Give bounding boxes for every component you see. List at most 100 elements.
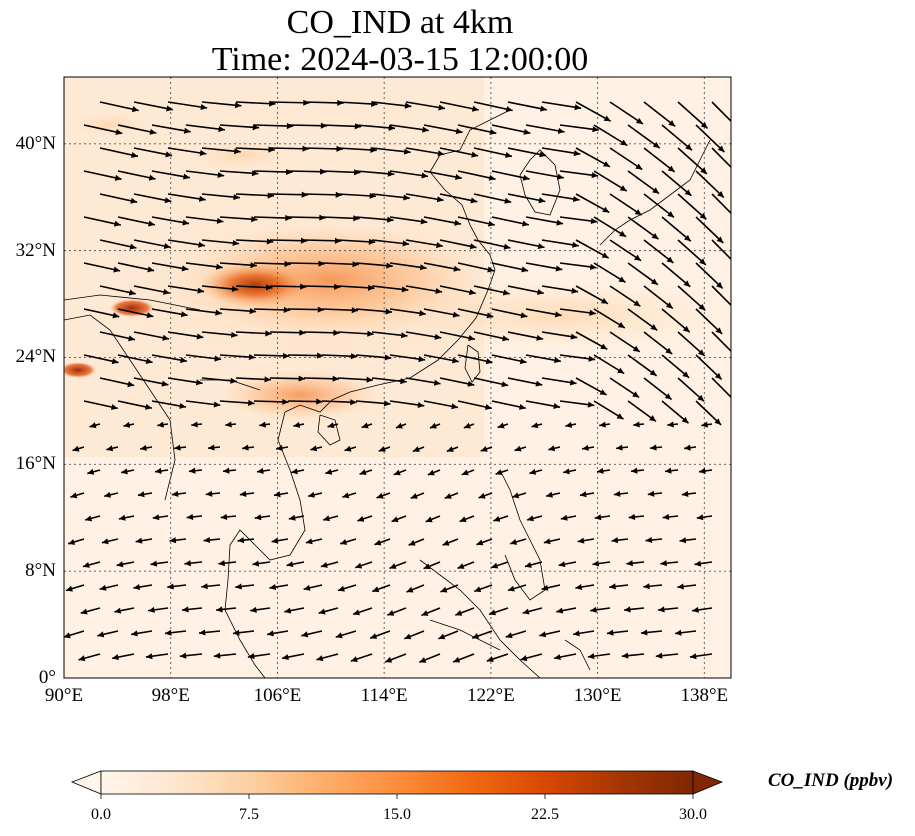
wind-arrow — [439, 377, 475, 387]
wind-arrow — [235, 330, 272, 337]
wind-arrow — [117, 308, 154, 319]
wind-arrow — [101, 538, 119, 545]
wind-arrow — [201, 583, 221, 590]
wind-arrow — [83, 262, 121, 273]
wind-arrow — [539, 630, 561, 638]
coastline-segment — [64, 314, 176, 501]
wind-arrow — [167, 377, 203, 386]
wind-arrow — [507, 285, 544, 295]
wind-arrow — [253, 168, 293, 176]
wind-arrow — [575, 285, 609, 305]
wind-arrow — [525, 124, 565, 134]
wind-arrow — [577, 537, 595, 544]
wind-arrow — [684, 444, 697, 451]
wind-arrow — [674, 629, 697, 636]
wind-arrow — [627, 124, 661, 149]
colorbar-gradient — [100, 770, 694, 795]
wind-arrow — [493, 515, 509, 522]
wind-arrow — [151, 124, 191, 134]
wind-arrow — [643, 377, 673, 401]
wind-arrow — [359, 469, 373, 476]
wind-arrow — [423, 561, 441, 570]
wind-arrow — [281, 653, 305, 661]
wind-arrow — [606, 629, 629, 636]
wind-arrow — [167, 285, 205, 294]
wind-arrow — [488, 607, 509, 616]
wind-arrow — [575, 147, 611, 168]
wind-arrow — [185, 400, 221, 408]
wind-arrow — [205, 490, 221, 497]
wind-arrow — [575, 331, 608, 351]
wind-arrow — [321, 353, 358, 360]
wind-arrow — [276, 444, 289, 451]
wind-arrow — [613, 490, 629, 497]
colorbar-tick-label: 7.5 — [239, 806, 259, 823]
co-plume-south-china — [220, 370, 380, 420]
wind-arrow — [369, 630, 391, 639]
wind-arrow — [596, 467, 611, 474]
wind-arrow — [645, 536, 663, 544]
wind-arrow — [293, 421, 305, 428]
wind-arrow — [188, 467, 203, 474]
coastline-segment — [564, 639, 591, 671]
wind-arrow — [256, 467, 271, 474]
wind-arrow — [321, 215, 360, 222]
wind-arrow — [473, 331, 510, 342]
wind-arrow — [376, 492, 391, 499]
wind-arrow — [123, 421, 135, 428]
wind-arrow — [548, 445, 561, 452]
wind-arrow — [339, 538, 357, 545]
wind-arrow — [405, 239, 443, 249]
wind-arrow — [473, 377, 509, 388]
wind-arrow — [185, 354, 222, 362]
wind-arrow — [216, 606, 237, 613]
wind-arrow — [575, 239, 610, 259]
wind-arrow — [408, 538, 425, 546]
wind-arrow — [507, 331, 544, 341]
wind-arrow — [327, 422, 339, 429]
wind-arrow — [650, 444, 663, 451]
wind-arrow — [208, 444, 221, 451]
wind-arrow — [643, 147, 676, 173]
wind-arrow — [186, 513, 203, 520]
wind-arrow — [219, 262, 257, 269]
wind-arrow — [152, 514, 169, 521]
wind-arrow — [711, 285, 731, 307]
wind-arrow — [355, 400, 391, 407]
wind-arrow — [184, 560, 203, 567]
wind-arrow — [185, 262, 223, 270]
wind-arrow — [627, 308, 658, 331]
wind-arrow — [99, 331, 136, 342]
wind-arrow — [541, 193, 580, 202]
wind-arrow — [463, 422, 475, 429]
wind-arrow — [219, 308, 257, 315]
wind-arrow — [480, 446, 493, 452]
wind-arrow — [133, 331, 170, 341]
wind-arrow — [395, 422, 407, 429]
wind-arrow — [491, 262, 529, 273]
wind-arrow — [438, 630, 459, 640]
wind-arrow — [406, 584, 425, 593]
wind-arrow — [524, 561, 543, 568]
wind-arrow — [491, 308, 528, 319]
wind-arrow — [473, 239, 511, 250]
wind-arrow — [393, 469, 407, 476]
wind-arrow — [694, 560, 713, 567]
wind-arrow — [203, 536, 221, 544]
wind-arrow — [301, 630, 323, 638]
wind-arrow — [371, 377, 407, 385]
lat-tick-label: 40°N — [15, 132, 56, 154]
wind-arrow — [337, 192, 377, 199]
wind-arrow — [185, 170, 225, 178]
wind-arrow — [491, 216, 530, 227]
wind-arrow — [389, 262, 427, 271]
wind-arrow — [711, 101, 731, 123]
wind-arrow — [626, 560, 645, 567]
wind-arrow — [219, 170, 259, 177]
lat-tick-label: 24°N — [15, 346, 56, 368]
wind-arrow — [440, 584, 459, 593]
wind-arrow — [507, 239, 545, 250]
wind-arrow — [198, 629, 221, 636]
wind-arrow — [695, 170, 725, 199]
wind-arrow — [575, 583, 595, 591]
